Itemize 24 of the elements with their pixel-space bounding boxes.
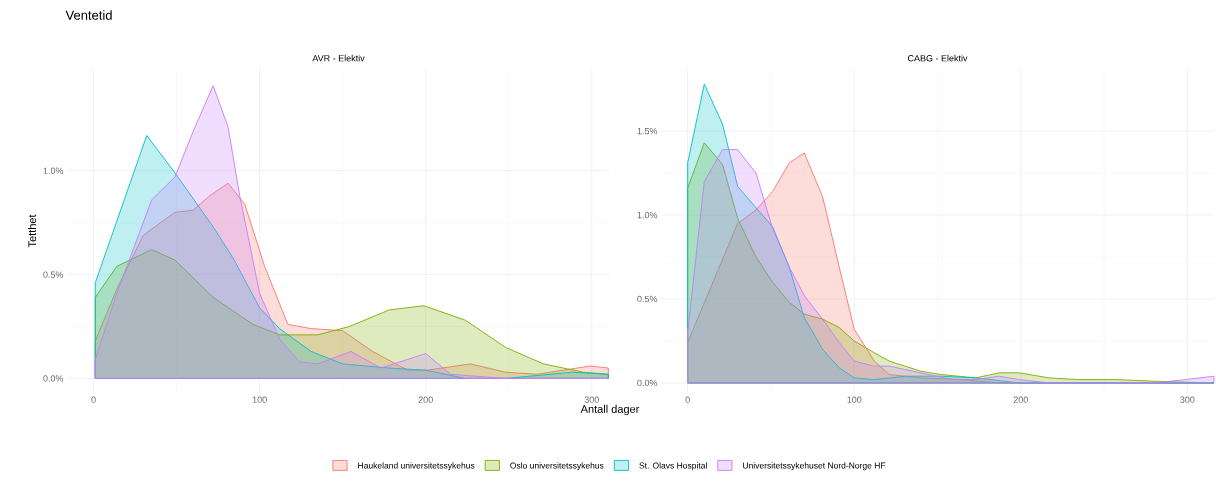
x-tick-label: 300 [1180,396,1195,403]
x-tick-label: 200 [418,396,433,403]
y-tick-label: 1.0% [43,167,64,174]
x-tick-label: 300 [584,396,599,403]
x-axis-title: Antall dager [580,404,640,416]
y-tick-label: 1.0% [637,211,658,219]
y-tick-label: 0.0% [637,379,658,387]
x-tick-label: 200 [1013,396,1028,403]
legend-label: Oslo universitetssykehus [510,462,604,471]
x-tick-label: 100 [252,396,267,403]
legend-label: Universitetssykehuset Nord-Norge HF [743,462,886,471]
chart-title: Ventetid [65,10,112,20]
chart-subtitle: CABG - Elektiv [907,54,968,62]
y-tick-label: 0.0% [43,375,64,382]
x-tick-label: 0 [685,396,690,403]
y-tick-label: 0.5% [637,295,658,303]
x-tick-label: 0 [91,396,96,403]
legend-label: Haukeland universitetssykehus [358,462,475,471]
chart-subtitle: AVR - Elektiv [312,54,365,62]
legend-label: St. Olavs Hospital [639,462,707,471]
x-tick-label: 100 [847,396,862,403]
y-tick-label: 1.5% [637,127,658,135]
y-tick-label: 0.5% [43,271,64,278]
y-axis-title: Tetthet [28,214,37,248]
